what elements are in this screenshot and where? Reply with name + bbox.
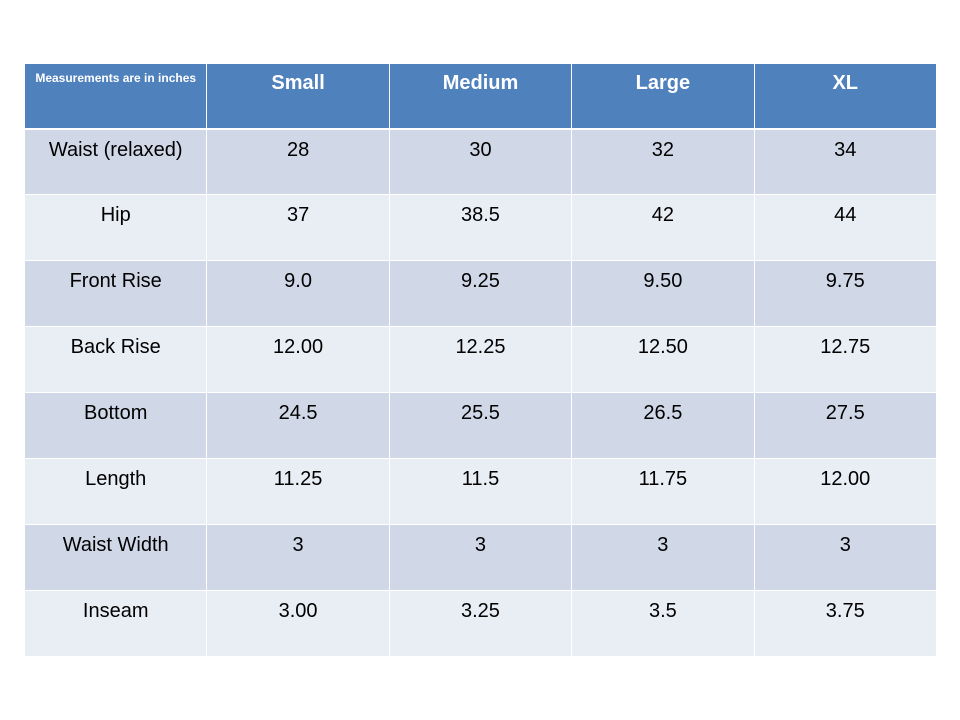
row-label: Back Rise	[23, 326, 208, 393]
table-cell: 3.5	[571, 590, 755, 657]
row-label: Length	[23, 458, 208, 525]
table-cell: 11.75	[571, 458, 755, 525]
header-row: Measurements are in inches Small Medium …	[23, 63, 937, 130]
table-cell: 44	[753, 194, 937, 261]
table-cell: 26.5	[571, 392, 755, 459]
table-cell: 3.75	[753, 590, 937, 657]
table-cell: 11.5	[388, 458, 573, 525]
column-header-small: Small	[206, 63, 390, 130]
table-cell: 25.5	[388, 392, 573, 459]
table-cell: 12.25	[388, 326, 573, 393]
table-cell: 3	[206, 524, 390, 591]
table-cell: 30	[388, 128, 573, 195]
table-cell: 3.00	[206, 590, 390, 657]
size-chart-table: Measurements are in inches Small Medium …	[23, 63, 937, 657]
table-cell: 11.25	[206, 458, 390, 525]
table-cell: 3	[571, 524, 755, 591]
table-cell: 42	[571, 194, 755, 261]
row-label: Waist Width	[23, 524, 208, 591]
table-row: Back Rise 12.00 12.25 12.50 12.75	[23, 326, 937, 393]
table-cell: 9.25	[388, 260, 573, 327]
table-cell: 9.0	[206, 260, 390, 327]
table-row: Hip 37 38.5 42 44	[23, 194, 937, 261]
table-cell: 9.75	[753, 260, 937, 327]
table-row: Front Rise 9.0 9.25 9.50 9.75	[23, 260, 937, 327]
table-cell: 32	[571, 128, 755, 195]
column-header-medium: Medium	[388, 63, 573, 130]
table-cell: 34	[753, 128, 937, 195]
table-cell: 24.5	[206, 392, 390, 459]
table-row: Waist Width 3 3 3 3	[23, 524, 937, 591]
table-cell: 12.00	[753, 458, 937, 525]
table-cell: 9.50	[571, 260, 755, 327]
table-cell: 12.75	[753, 326, 937, 393]
table-cell: 12.00	[206, 326, 390, 393]
table-row: Length 11.25 11.5 11.75 12.00	[23, 458, 937, 525]
table-cell: 27.5	[753, 392, 937, 459]
table-cell: 12.50	[571, 326, 755, 393]
table-cell: 28	[206, 128, 390, 195]
row-label: Front Rise	[23, 260, 208, 327]
corner-label: Measurements are in inches	[23, 63, 208, 130]
table-cell: 38.5	[388, 194, 573, 261]
table-cell: 3	[753, 524, 937, 591]
table-cell: 3.25	[388, 590, 573, 657]
row-label: Waist (relaxed)	[23, 128, 208, 195]
table-row: Waist (relaxed) 28 30 32 34	[23, 128, 937, 195]
table-row: Inseam 3.00 3.25 3.5 3.75	[23, 590, 937, 657]
row-label: Hip	[23, 194, 208, 261]
column-header-large: Large	[571, 63, 755, 130]
table-row: Bottom 24.5 25.5 26.5 27.5	[23, 392, 937, 459]
table-cell: 3	[388, 524, 573, 591]
table-cell: 37	[206, 194, 390, 261]
row-label: Inseam	[23, 590, 208, 657]
row-label: Bottom	[23, 392, 208, 459]
column-header-xl: XL	[753, 63, 937, 130]
